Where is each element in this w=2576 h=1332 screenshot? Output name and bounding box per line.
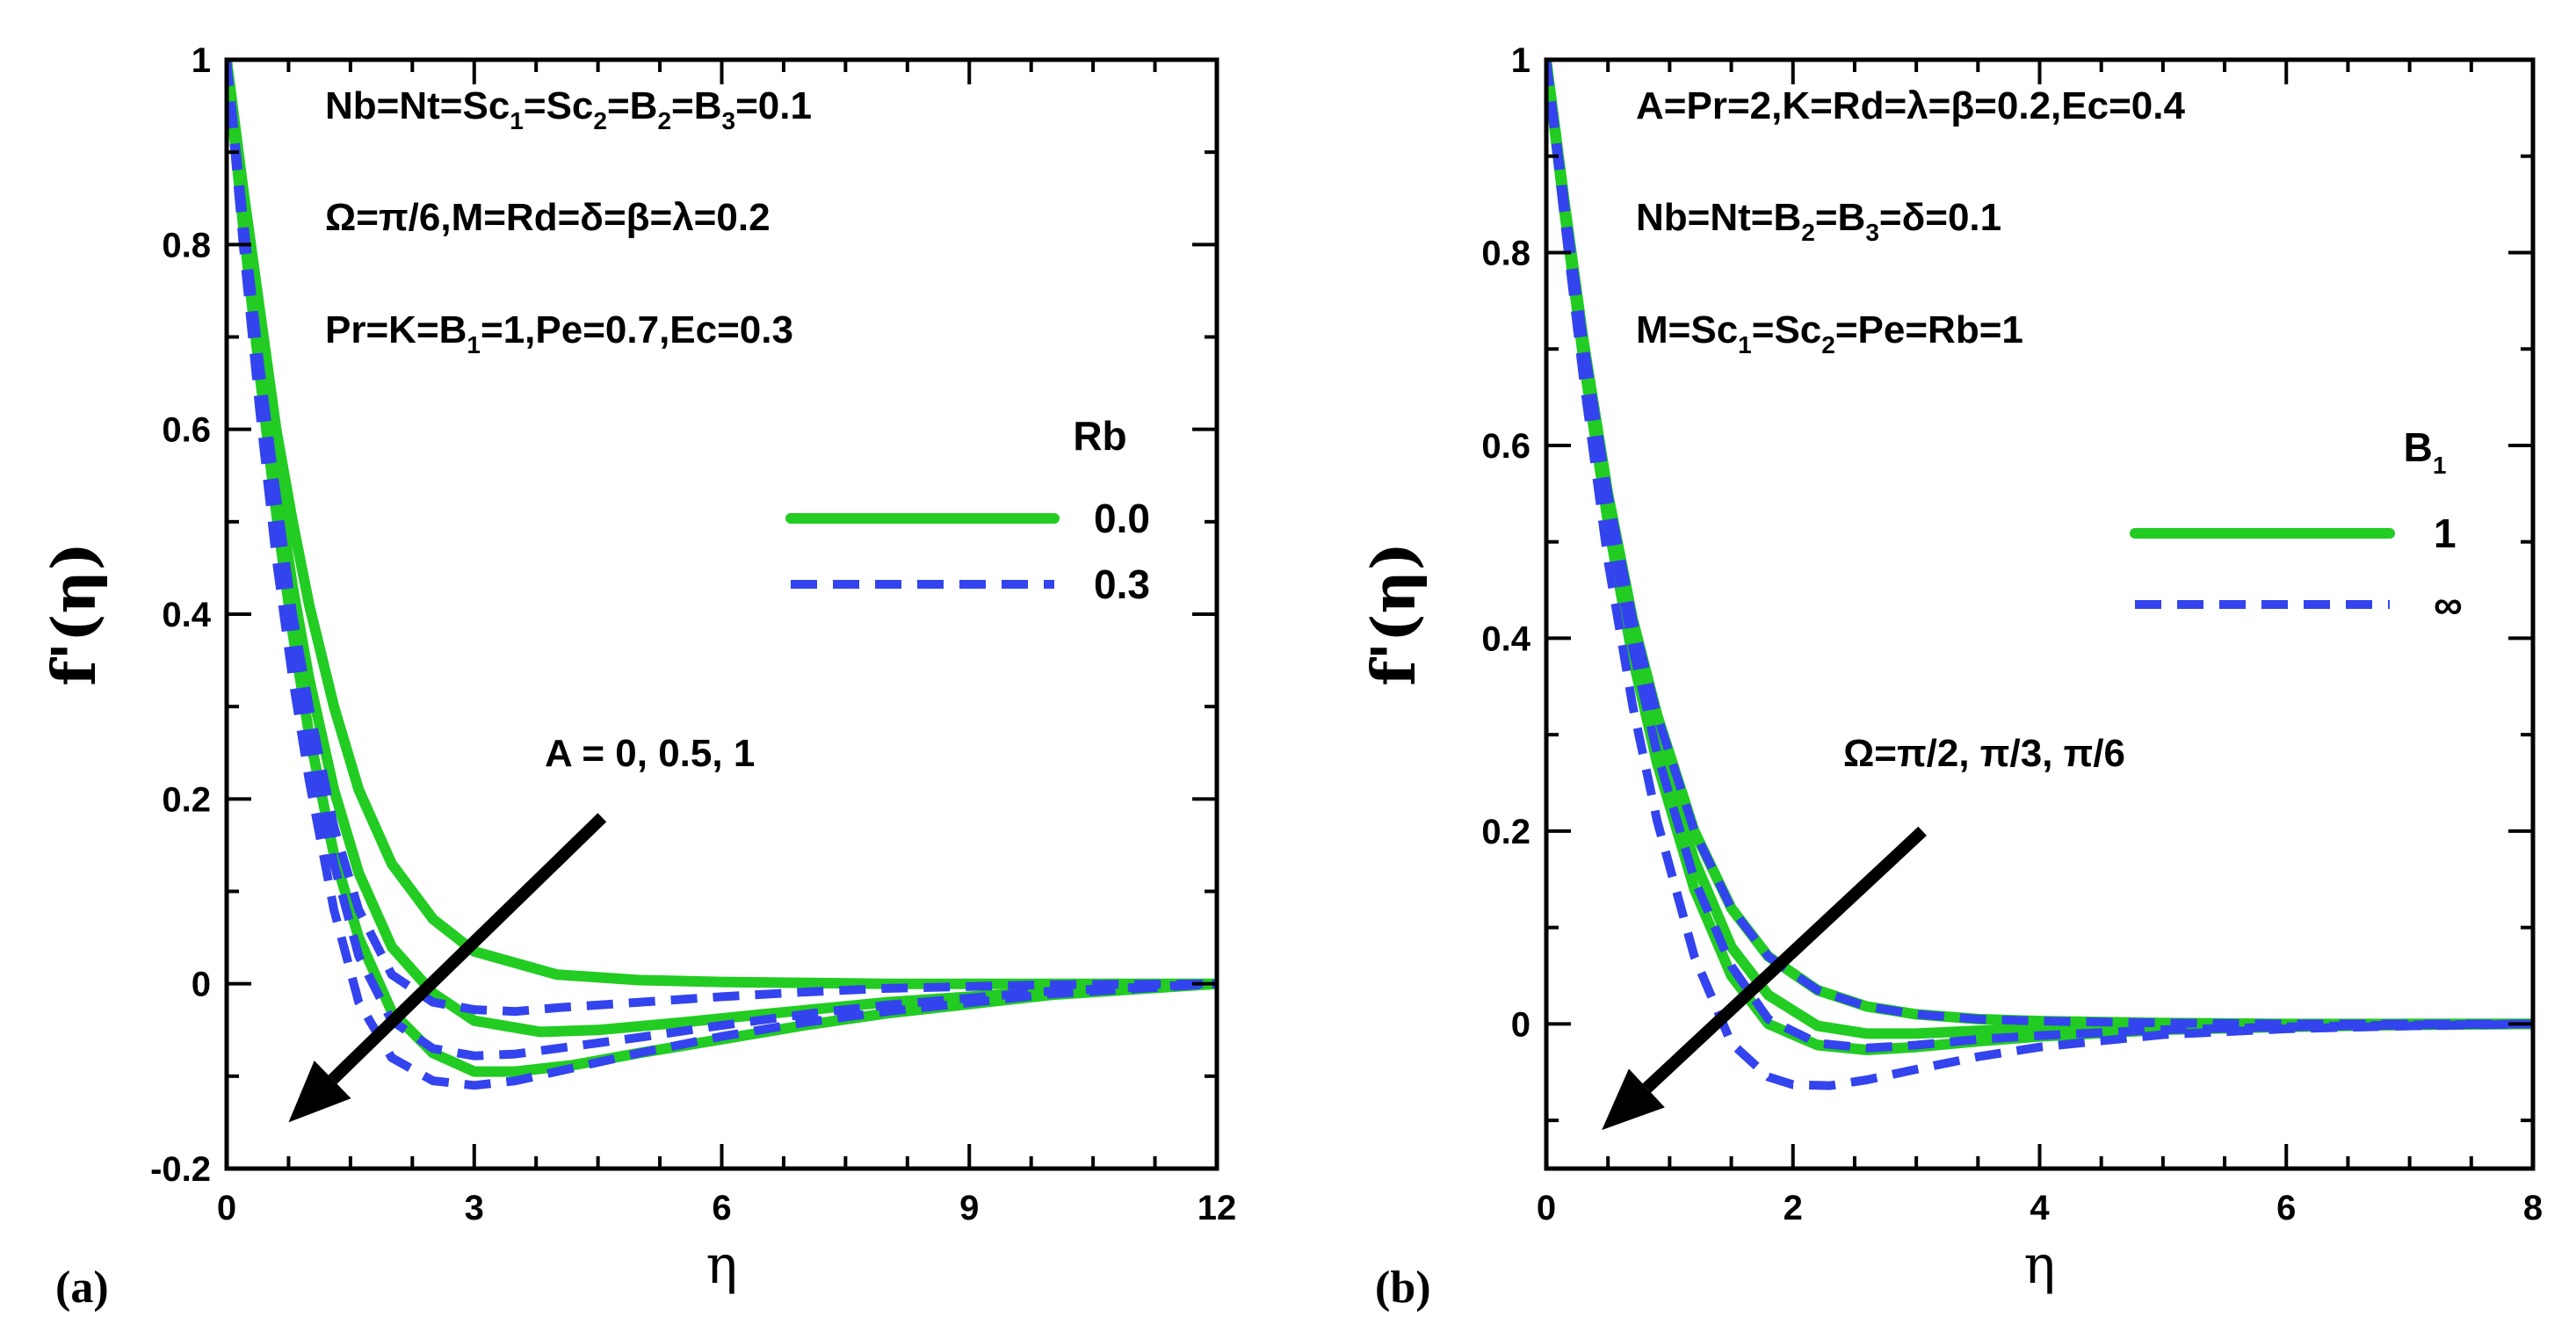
legend-title: Rb: [1073, 413, 1126, 459]
panel-label: (b): [1375, 1263, 1431, 1313]
x-tick-label: 12: [1198, 1189, 1237, 1227]
series-group: [1546, 60, 2533, 1090]
legend-entry-label: ∞: [2434, 582, 2463, 627]
trend-arrow: [1642, 826, 1927, 1093]
y-tick-label: 0: [192, 966, 211, 1004]
x-tick-label: 4: [2030, 1189, 2050, 1227]
y-axis-label: f'(η): [40, 542, 110, 686]
x-axis-label: η: [706, 1234, 738, 1296]
y-axis-label: f'(η): [1359, 542, 1429, 686]
x-tick-label: 3: [465, 1189, 484, 1227]
x-tick-label: 6: [712, 1189, 731, 1227]
y-tick-label: 0.8: [1481, 234, 1530, 272]
arrow-label: Ω=π/2, π/3, π/6: [1843, 732, 2125, 775]
legend-entry-label: 0.0: [1094, 496, 1150, 541]
x-tick-label: 6: [2276, 1189, 2296, 1227]
y-tick-label: 0.6: [1481, 427, 1530, 466]
y-tick-label: 1: [192, 41, 211, 80]
arrow-label: A = 0, 0.5, 1: [545, 732, 755, 775]
legend-entry-label: 1: [2434, 510, 2457, 556]
panel-label: (a): [55, 1263, 109, 1313]
legend: B1 1 ∞: [2130, 424, 2463, 627]
trend-arrow: [328, 813, 607, 1084]
series-group: [227, 60, 1217, 1090]
x-axis-label: η: [2024, 1234, 2056, 1296]
series-line-dashed: [227, 60, 1217, 1090]
y-tick-label: 0.8: [162, 226, 211, 264]
trend-arrow-head: [1602, 1068, 1665, 1131]
parameter-annotation: Nb=Nt=Sc1=Sc2=B2=B3=0.1: [325, 84, 812, 134]
panel-b: 0 2 4 6 8 0 0.2 0.4 0.6 0.8 1 η f'(η) (b) A=Pr=2,K=Rd=…: [1359, 41, 2543, 1313]
y-tick-label: 0.6: [162, 411, 211, 450]
y-tick-label: 0.2: [1481, 813, 1530, 851]
series-line-dashed: [1546, 60, 2533, 1053]
y-tick-label: -0.2: [150, 1150, 211, 1189]
parameter-annotation: A=Pr=2,K=Rd=λ=β=0.2,Ec=0.4: [1636, 84, 2185, 127]
x-tick-label: 8: [2523, 1189, 2543, 1227]
y-tick-label: 0.4: [162, 596, 211, 634]
legend: Rb 0.0 0.3: [785, 413, 1150, 607]
series-line-solid: [227, 60, 1217, 989]
series-line-dashed: [1546, 60, 2533, 1090]
x-tick-label: 0: [217, 1189, 236, 1227]
x-tick-label: 2: [1784, 1189, 1803, 1227]
legend-title: B1: [2404, 424, 2447, 479]
parameter-annotation: M=Sc1=Sc2=Pe=Rb=1: [1636, 308, 2023, 358]
trend-arrow-head: [288, 1061, 351, 1123]
legend-entry-label: 0.3: [1094, 561, 1150, 607]
series-line-dashed: [1546, 60, 2533, 1029]
parameter-annotation: Ω=π/6,M=Rd=δ=β=λ=0.2: [325, 196, 771, 239]
x-tick-label: 0: [1537, 1189, 1556, 1227]
x-tick-label: 9: [959, 1189, 979, 1227]
y-tick-label: 0: [1511, 1005, 1530, 1044]
y-tick-label: 0.2: [162, 780, 211, 819]
parameter-annotation: Nb=Nt=B2=B3=δ=0.1: [1636, 196, 2001, 246]
parameter-annotation: Pr=K=B1=1,Pe=0.7,Ec=0.3: [325, 308, 793, 358]
y-tick-label: 1: [1511, 41, 1530, 80]
y-tick-label: 0.4: [1481, 619, 1530, 658]
panel-a: 0 3 6 9 12-0.200.20.40.60.81ηf'(η)(a)Nb=Nt=S…: [40, 41, 1236, 1313]
